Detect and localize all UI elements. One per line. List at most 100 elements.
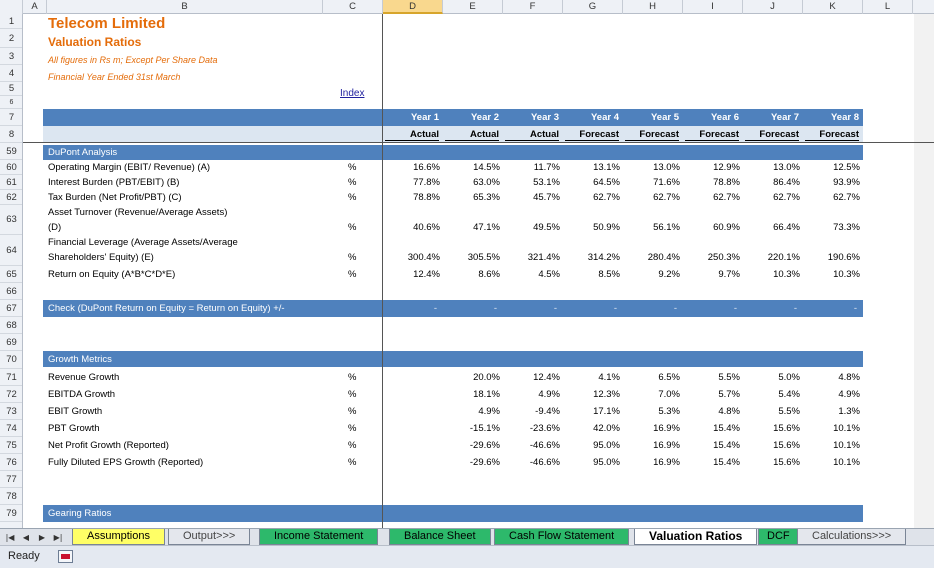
column-header-d[interactable]: D [383, 0, 443, 14]
row-header[interactable]: 77 [0, 471, 22, 488]
value-cell[interactable]: 250.3% [707, 252, 740, 263]
row-header[interactable]: 73 [0, 403, 22, 420]
row-header[interactable]: 68 [0, 317, 22, 334]
value-cell[interactable]: -15.1% [469, 423, 500, 434]
value-cell[interactable]: 10.3% [773, 269, 800, 280]
row-header[interactable]: 3 [0, 48, 22, 65]
value-cell[interactable]: 64.5% [593, 177, 620, 188]
row-header[interactable]: 78 [0, 488, 22, 505]
value-cell[interactable]: 78.8% [413, 192, 440, 203]
value-cell[interactable]: 12.4% [533, 372, 560, 383]
value-cell[interactable]: 95.0% [593, 440, 620, 451]
value-cell[interactable]: 47.1% [473, 222, 500, 233]
freeze-pane-horizontal[interactable] [23, 142, 934, 143]
column-header-g[interactable]: G [563, 0, 623, 14]
value-cell[interactable]: 15.6% [773, 423, 800, 434]
value-cell[interactable]: 12.9% [713, 162, 740, 173]
value-cell[interactable]: 10.1% [833, 440, 860, 451]
column-header-f[interactable]: F [503, 0, 563, 14]
value-cell[interactable]: 16.6% [413, 162, 440, 173]
value-cell[interactable]: 8.6% [478, 269, 500, 280]
macro-record-icon[interactable] [58, 550, 73, 563]
value-cell[interactable]: 314.2% [587, 252, 620, 263]
tab-balance-sheet[interactable]: Balance Sheet [389, 529, 491, 545]
value-cell[interactable]: 280.4% [647, 252, 680, 263]
column-header-l[interactable]: L [863, 0, 913, 14]
value-cell[interactable]: 16.9% [653, 440, 680, 451]
select-all-corner[interactable] [0, 0, 23, 14]
value-cell[interactable]: 305.5% [467, 252, 500, 263]
value-cell[interactable]: 16.9% [653, 457, 680, 468]
row-header[interactable]: 79 [0, 505, 22, 522]
value-cell[interactable]: 77.8% [413, 177, 440, 188]
tab-income-statement[interactable]: Income Statement [259, 529, 379, 545]
tab-calculations[interactable]: Calculations>>> [797, 529, 907, 545]
value-cell[interactable]: 62.7% [593, 192, 620, 203]
value-cell[interactable]: -29.6% [469, 457, 500, 468]
row-header[interactable]: 60 [0, 160, 22, 175]
row-header[interactable]: 62 [0, 190, 22, 205]
tab-output[interactable]: Output>>> [168, 529, 251, 545]
row-header[interactable]: 76 [0, 454, 22, 471]
last-sheet-icon[interactable]: ▶| [53, 533, 63, 542]
value-cell[interactable]: 15.4% [713, 440, 740, 451]
value-cell[interactable]: 4.1% [598, 372, 620, 383]
row-header[interactable]: 74 [0, 420, 22, 437]
row-header[interactable]: 75 [0, 437, 22, 454]
value-cell[interactable]: 78.8% [713, 177, 740, 188]
value-cell[interactable]: 62.7% [833, 192, 860, 203]
column-header-a[interactable]: A [23, 0, 47, 14]
value-cell[interactable]: 15.6% [773, 440, 800, 451]
value-cell[interactable]: 5.0% [778, 372, 800, 383]
value-cell[interactable]: 20.0% [473, 372, 500, 383]
value-cell[interactable]: 42.0% [593, 423, 620, 434]
value-cell[interactable]: 1.3% [838, 406, 860, 417]
value-cell[interactable]: 190.6% [827, 252, 860, 263]
value-cell[interactable]: -9.4% [535, 406, 560, 417]
value-cell[interactable]: 63.0% [473, 177, 500, 188]
value-cell[interactable]: 7.0% [658, 389, 680, 400]
value-cell[interactable]: 5.4% [778, 389, 800, 400]
value-cell[interactable]: 95.0% [593, 457, 620, 468]
value-cell[interactable]: 5.5% [778, 406, 800, 417]
row-header[interactable]: 2 [0, 29, 22, 48]
value-cell[interactable]: -46.6% [529, 457, 560, 468]
value-cell[interactable]: 9.2% [658, 269, 680, 280]
row-header[interactable]: 6 [0, 96, 22, 109]
value-cell[interactable]: 18.1% [473, 389, 500, 400]
tab-assumptions[interactable]: Assumptions [72, 529, 165, 545]
row-header[interactable]: 7 [0, 109, 22, 126]
value-cell[interactable]: 8.5% [598, 269, 620, 280]
value-cell[interactable]: 13.0% [773, 162, 800, 173]
value-cell[interactable]: 9.7% [718, 269, 740, 280]
row-header[interactable]: 69 [0, 334, 22, 351]
freeze-pane-vertical[interactable] [382, 14, 383, 528]
column-header-h[interactable]: H [623, 0, 683, 14]
row-header[interactable]: 71 [0, 369, 22, 386]
value-cell[interactable]: 62.7% [773, 192, 800, 203]
row-header[interactable]: 67 [0, 300, 22, 317]
value-cell[interactable]: 66.4% [773, 222, 800, 233]
row-header[interactable]: 64 [0, 235, 22, 266]
value-cell[interactable]: 10.1% [833, 423, 860, 434]
value-cell[interactable]: 4.9% [538, 389, 560, 400]
value-cell[interactable]: 220.1% [767, 252, 800, 263]
value-cell[interactable]: 14.5% [473, 162, 500, 173]
row-header[interactable]: 1 [0, 14, 22, 29]
value-cell[interactable]: 5.5% [718, 372, 740, 383]
row-header[interactable]: 59 [0, 143, 22, 160]
row-header[interactable]: 65 [0, 266, 22, 283]
tab-dcf[interactable]: DCF [758, 529, 799, 545]
tab-cash-flow-statement[interactable]: Cash Flow Statement [494, 529, 630, 545]
value-cell[interactable]: 4.9% [838, 389, 860, 400]
value-cell[interactable]: 11.7% [533, 162, 560, 173]
value-cell[interactable]: 62.7% [713, 192, 740, 203]
index-link[interactable]: Index [340, 88, 365, 99]
prev-sheet-icon[interactable]: ◀ [22, 533, 30, 542]
value-cell[interactable]: 12.3% [593, 389, 620, 400]
value-cell[interactable]: 40.6% [413, 222, 440, 233]
value-cell[interactable]: 62.7% [653, 192, 680, 203]
row-header[interactable]: 66 [0, 283, 22, 300]
value-cell[interactable]: 56.1% [653, 222, 680, 233]
value-cell[interactable]: -29.6% [469, 440, 500, 451]
